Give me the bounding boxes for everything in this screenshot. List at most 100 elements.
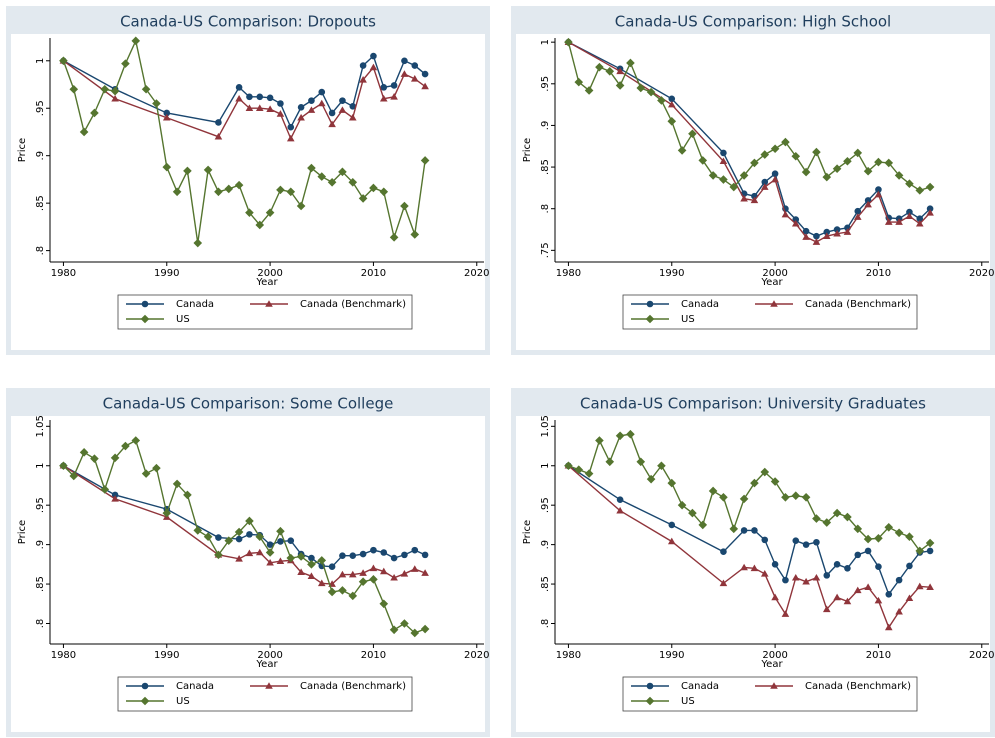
y-tick-label: .95	[540, 76, 551, 92]
data-point	[390, 554, 398, 562]
data-point	[297, 113, 305, 121]
data-point	[894, 528, 904, 538]
data-point	[782, 576, 789, 584]
data-point	[59, 56, 68, 66]
data-point	[843, 156, 852, 166]
chart-panel: Canada-US Comparison: High School .75 .8 .8…	[511, 6, 995, 355]
data-point	[688, 129, 697, 139]
data-point	[286, 134, 295, 142]
data-point	[616, 506, 624, 514]
data-point	[875, 563, 882, 571]
data-point	[677, 500, 687, 510]
data-point	[111, 491, 119, 499]
chart-title: Canada-US Comparison: Some College	[103, 395, 394, 413]
y-tick-label: 1	[35, 58, 46, 64]
data-point	[183, 490, 192, 500]
data-point	[854, 551, 862, 559]
y-tick-label: 1	[540, 39, 551, 45]
legend-marker	[770, 300, 778, 307]
data-point	[791, 491, 801, 501]
data-point	[781, 137, 790, 147]
data-point	[833, 229, 841, 237]
data-point	[110, 453, 120, 463]
x-tick-label: 2000	[762, 268, 787, 279]
y-tick-label: .8	[35, 246, 46, 256]
y-axis-label: Price	[522, 520, 533, 544]
data-point	[121, 59, 130, 68]
data-point	[657, 461, 666, 471]
data-point	[421, 82, 429, 90]
data-point	[719, 579, 728, 587]
data-point	[719, 157, 728, 165]
data-point	[843, 228, 852, 235]
data-point	[863, 534, 873, 544]
data-point	[245, 549, 254, 557]
data-point	[317, 172, 327, 181]
data-point	[761, 536, 769, 544]
data-point	[400, 70, 409, 77]
data-point	[338, 106, 347, 113]
data-point	[657, 96, 666, 105]
data-point	[802, 233, 810, 240]
data-point	[359, 62, 367, 69]
legend-marker	[646, 300, 654, 308]
data-point	[90, 108, 99, 118]
x-tick-label: 2020	[464, 268, 489, 279]
data-point	[328, 120, 336, 128]
data-point	[636, 457, 646, 467]
data-point	[307, 572, 316, 579]
data-point	[792, 537, 800, 544]
data-point	[822, 232, 831, 239]
data-point	[677, 146, 687, 155]
data-point	[338, 586, 347, 595]
data-point	[885, 591, 893, 598]
legend-label: US	[176, 696, 190, 707]
data-point	[925, 538, 935, 548]
data-point	[286, 187, 296, 197]
data-point	[813, 232, 820, 240]
data-point	[667, 478, 677, 488]
data-point	[245, 208, 254, 217]
y-tick-label: .85	[540, 159, 551, 175]
y-tick-label: .95	[35, 100, 46, 116]
data-point	[245, 516, 254, 526]
data-point	[277, 538, 284, 545]
data-point	[584, 469, 594, 478]
data-point	[349, 103, 357, 110]
data-point	[389, 233, 399, 242]
data-point	[905, 179, 914, 189]
y-tick-label: .95	[35, 497, 46, 513]
data-point	[400, 201, 409, 211]
data-point	[906, 208, 913, 216]
data-point	[719, 175, 728, 184]
y-tick-label: .85	[540, 576, 551, 592]
data-point	[667, 100, 676, 108]
data-point	[833, 593, 841, 601]
data-point	[327, 587, 337, 597]
data-point	[245, 104, 254, 112]
data-point	[317, 99, 326, 107]
data-point	[411, 546, 419, 554]
data-point	[400, 570, 409, 577]
legend-box	[117, 294, 413, 330]
data-point	[358, 194, 368, 203]
data-point	[390, 93, 398, 100]
legend-label: Canada (Benchmark)	[805, 681, 911, 692]
data-point	[380, 84, 388, 91]
data-point	[823, 228, 831, 236]
data-point	[708, 171, 718, 180]
data-point	[235, 84, 243, 91]
data-point	[359, 550, 367, 558]
data-point	[100, 84, 110, 94]
data-point	[369, 564, 378, 572]
data-point	[823, 572, 831, 579]
data-point	[296, 201, 306, 211]
data-point	[172, 479, 182, 489]
data-point	[214, 132, 223, 140]
data-point	[864, 547, 872, 555]
x-tick-label: 2000	[257, 650, 282, 661]
data-point	[152, 463, 161, 473]
data-point	[812, 147, 821, 157]
y-tick-label: .8	[540, 619, 551, 629]
